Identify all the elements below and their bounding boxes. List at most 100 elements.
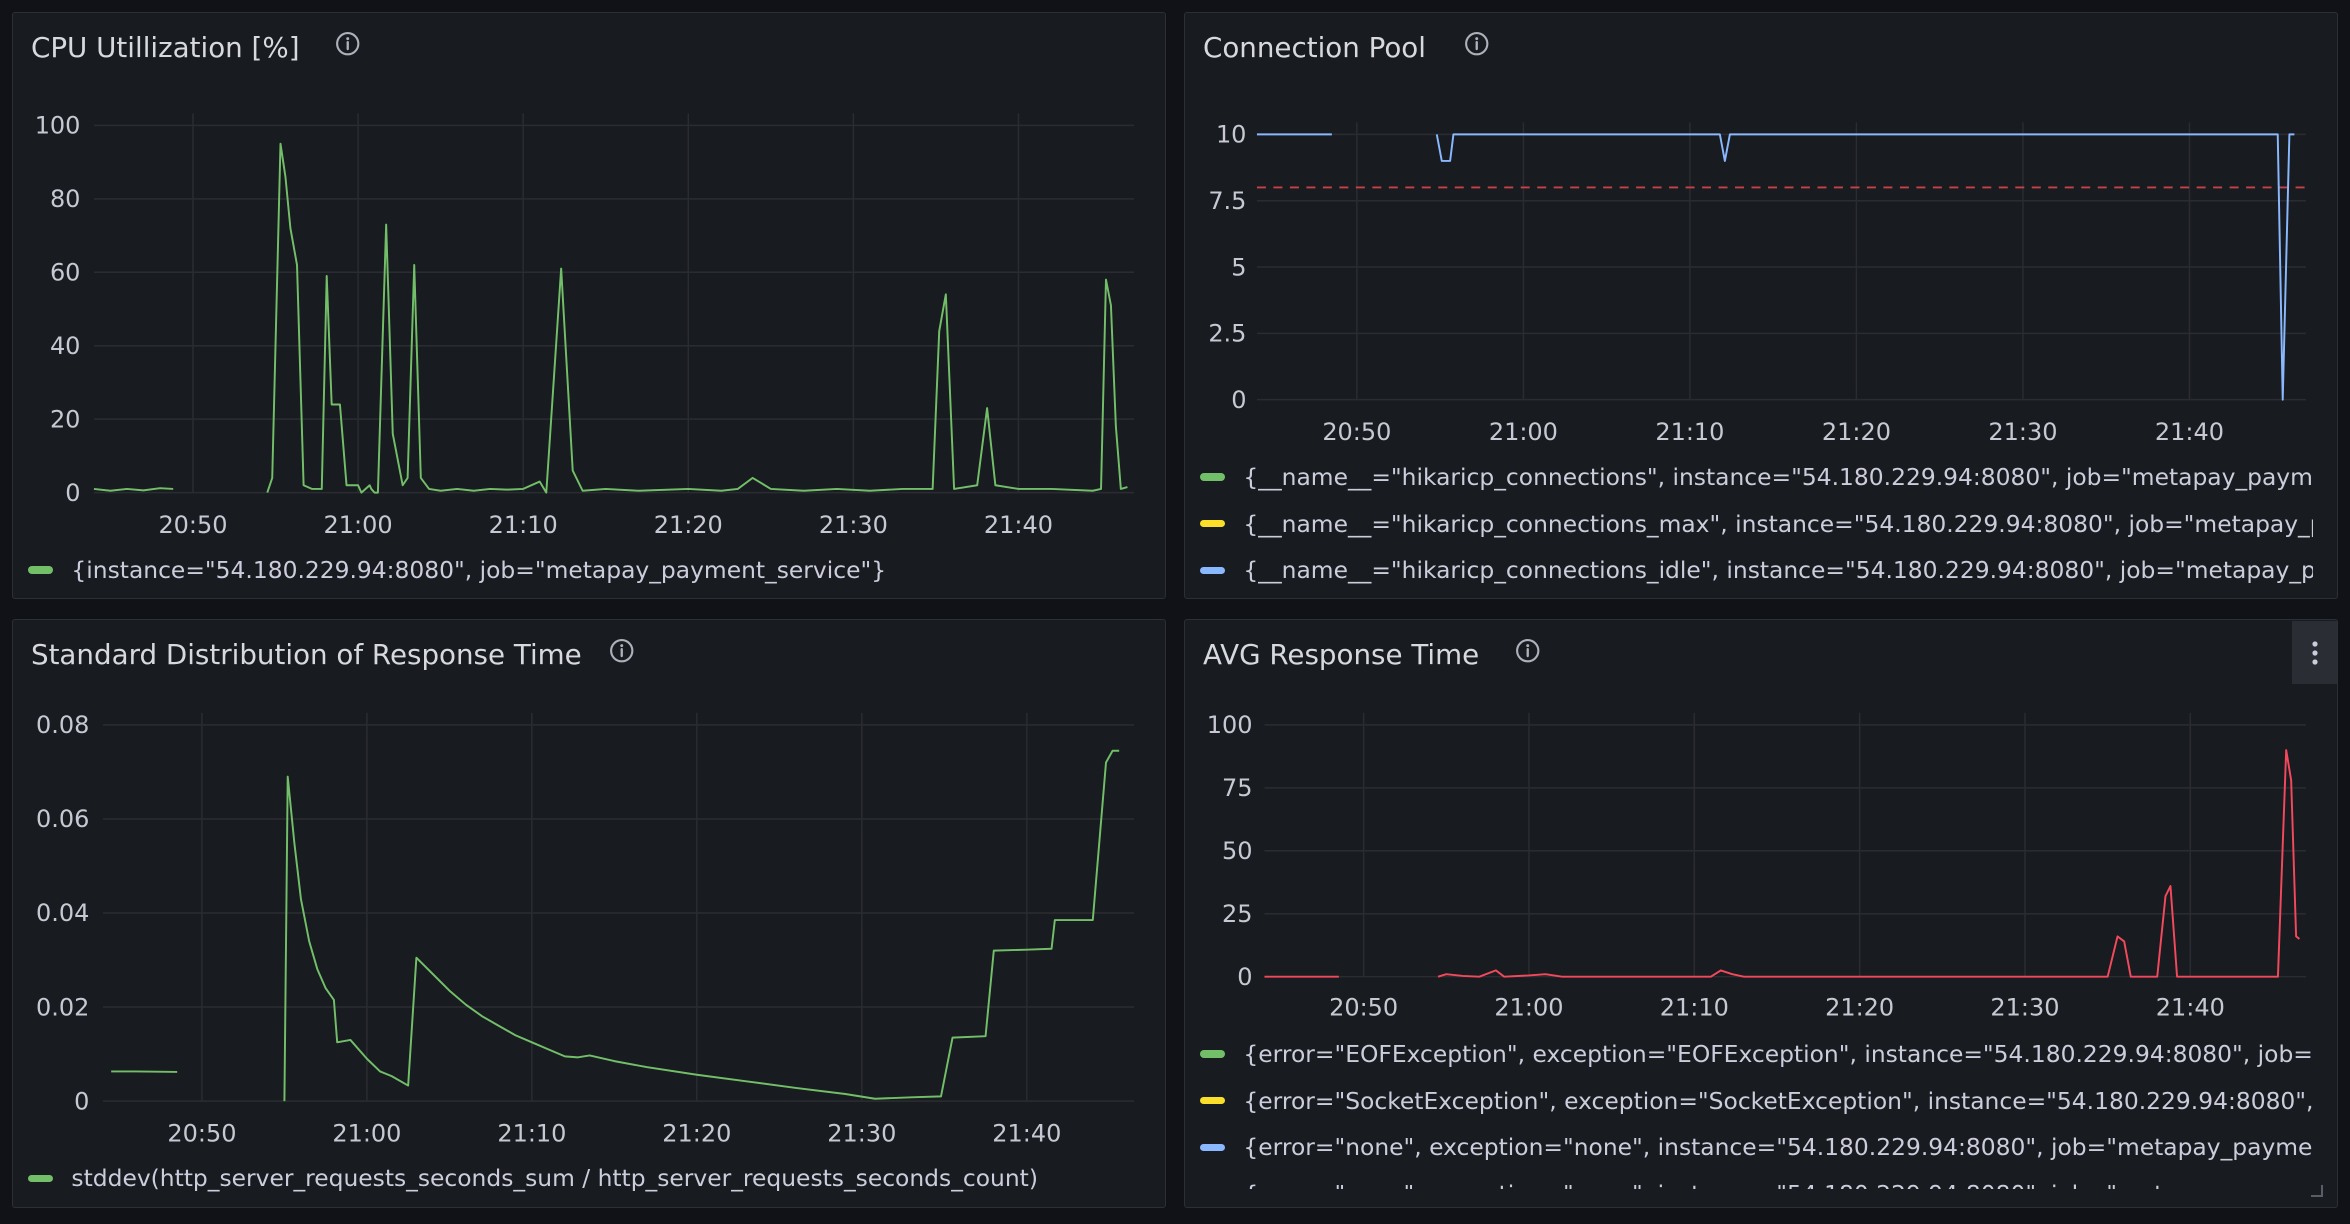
legend-label: stddev(http_server_requests_seconds_sum … xyxy=(71,1164,1038,1193)
x-tick-label: 21:30 xyxy=(1988,418,2057,446)
connection-pool-panel-title: Connection Pool xyxy=(1202,30,1426,64)
x-tick-label: 21:20 xyxy=(1822,418,1891,446)
stddev-panel-title: Standard Distribution of Response Time xyxy=(30,637,582,671)
x-tick-label: 21:40 xyxy=(2155,418,2224,446)
x-tick-label: 20:50 xyxy=(158,511,227,539)
series-color-swatch xyxy=(27,566,54,574)
legend-item[interactable]: stddev(http_server_requests_seconds_sum … xyxy=(27,1155,1141,1202)
x-tick-label: 21:00 xyxy=(1489,418,1558,446)
legend-item[interactable]: {error="EOFException", exception="EOFExc… xyxy=(1199,1031,2314,1078)
info-icon[interactable] xyxy=(1464,31,1489,56)
connection-pool-panel-header[interactable]: Connection Pool xyxy=(1185,13,2337,83)
y-tick-label: 0 xyxy=(65,479,80,507)
info-icon[interactable] xyxy=(335,31,360,56)
x-tick-label: 21:40 xyxy=(2156,994,2225,1022)
x-tick-label: 21:10 xyxy=(1660,994,1729,1022)
connection-pool-legend: {__name__="hikaricp_connections", instan… xyxy=(1199,454,2314,594)
cpu-panel-title: CPU Utillization [%] xyxy=(30,30,300,64)
legend-label: {error="EOFException", exception="EOFExc… xyxy=(1243,1039,2314,1068)
stddev-panel: Standard Distribution of Response Time 0… xyxy=(11,618,1166,1208)
legend-item[interactable]: {instance="54.180.229.94:8080", job="met… xyxy=(27,547,1141,594)
y-tick-label: 20 xyxy=(50,405,81,433)
legend-item[interactable]: {__name__="hikaricp_connections_idle", i… xyxy=(1199,547,2313,594)
info-icon[interactable] xyxy=(609,638,634,663)
y-tick-label: 0 xyxy=(1231,386,1246,414)
x-tick-label: 21:10 xyxy=(489,511,558,539)
resize-handle[interactable] xyxy=(2311,1184,2323,1197)
y-tick-label: 0 xyxy=(1237,963,1252,991)
legend-item[interactable]: {__name__="hikaricp_connections", instan… xyxy=(1199,454,2314,501)
x-tick-label: 20:50 xyxy=(1329,994,1398,1022)
series-color-swatch xyxy=(1199,1050,1226,1058)
y-tick-label: 0.08 xyxy=(36,711,89,739)
legend-label: {__name__="hikaricp_connections", instan… xyxy=(1243,462,2314,491)
legend-label: {__name__="hikaricp_connections_max", in… xyxy=(1243,509,2314,538)
avg-response-panel-title: AVG Response Time xyxy=(1202,637,1480,671)
x-tick-label: 21:30 xyxy=(827,1120,896,1148)
y-tick-label: 7.5 xyxy=(1208,187,1246,215)
legend-label: {error="none", exception="none", instanc… xyxy=(1243,1180,2313,1189)
x-tick-label: 21:00 xyxy=(332,1120,401,1148)
connection-pool-panel: Connection Pool 0 2.5 5 7.5 10 20:50 21:00 21:1… xyxy=(1183,11,2338,600)
series-line[interactable] xyxy=(266,142,1128,494)
x-tick-label: 21:00 xyxy=(324,511,393,539)
legend-item[interactable]: {error="SocketException", exception="Soc… xyxy=(1199,1077,2314,1124)
cpu-utilization-chart[interactable]: 0 20 40 60 80 100 20:50 21:00 21:10 21:20 21:30 21:… xyxy=(13,13,1166,600)
panel-menu-button[interactable] xyxy=(2292,621,2337,685)
series-line[interactable] xyxy=(1435,133,2295,401)
y-tick-label: 0.06 xyxy=(36,805,89,833)
series-color-swatch xyxy=(1199,473,1226,481)
x-tick-label: 20:50 xyxy=(1322,418,1391,446)
x-tick-label: 21:30 xyxy=(819,511,888,539)
legend-label: {instance="54.180.229.94:8080", job="met… xyxy=(71,555,887,584)
avg-response-panel-header[interactable]: AVG Response Time xyxy=(1185,620,2337,690)
stddev-panel-header[interactable]: Standard Distribution of Response Time xyxy=(13,620,1165,690)
stddev-legend: stddev(http_server_requests_seconds_sum … xyxy=(27,1155,1141,1202)
connection-pool-chart[interactable]: 0 2.5 5 7.5 10 20:50 21:00 21:10 21:20 21:30 21:40 xyxy=(1185,13,2338,600)
legend-item[interactable]: {error="none", exception="none", instanc… xyxy=(1200,1171,2313,1189)
y-tick-label: 2.5 xyxy=(1208,320,1246,348)
legend-label: {error="SocketException", exception="Soc… xyxy=(1243,1086,2314,1115)
legend-item[interactable]: {error="none", exception="none", instanc… xyxy=(1199,1124,2314,1171)
series-line[interactable] xyxy=(283,749,1120,1102)
avg-response-legend[interactable]: {error="EOFException", exception="EOFExc… xyxy=(1199,1031,2314,1189)
cpu-legend: {instance="54.180.229.94:8080", job="met… xyxy=(27,547,1141,594)
x-tick-label: 21:00 xyxy=(1494,994,1563,1022)
x-tick-label: 20:50 xyxy=(167,1120,236,1148)
y-tick-label: 75 xyxy=(1222,774,1253,802)
x-tick-label: 21:10 xyxy=(497,1120,566,1148)
y-tick-label: 100 xyxy=(1207,711,1253,739)
y-tick-label: 60 xyxy=(50,259,81,287)
cpu-panel: CPU Utillization [%] 0 20 40 60 80 100 20:50 21… xyxy=(11,11,1166,600)
y-tick-label: 0.04 xyxy=(36,899,89,927)
y-tick-label: 0 xyxy=(74,1087,89,1115)
x-tick-label: 21:40 xyxy=(992,1120,1061,1148)
y-tick-label: 0.02 xyxy=(36,993,89,1021)
y-tick-label: 80 xyxy=(50,185,81,213)
y-tick-label: 40 xyxy=(50,332,81,360)
more-vertical-icon xyxy=(2311,641,2318,665)
y-tick-label: 100 xyxy=(35,112,81,140)
x-tick-label: 21:20 xyxy=(662,1120,731,1148)
x-tick-label: 21:20 xyxy=(1825,994,1894,1022)
y-tick-label: 10 xyxy=(1216,121,1247,149)
stddev-response-time-chart[interactable]: 0 0.02 0.04 0.06 0.08 20:50 21:00 21:10 21:20 21:… xyxy=(13,620,1166,1208)
series-color-swatch xyxy=(1199,1096,1226,1105)
legend-label: {error="none", exception="none", instanc… xyxy=(1243,1133,2314,1162)
x-tick-label: 21:30 xyxy=(1990,994,2059,1022)
x-tick-label: 21:10 xyxy=(1655,418,1724,446)
y-tick-label: 25 xyxy=(1222,900,1253,928)
series-color-swatch xyxy=(27,1174,54,1183)
avg-response-time-chart[interactable]: 0 25 50 75 100 20:50 21:00 21:10 21:20 21:30 21:40 xyxy=(1185,620,2338,1208)
info-icon[interactable] xyxy=(1515,638,1540,663)
x-tick-label: 21:40 xyxy=(984,511,1053,539)
series-line[interactable] xyxy=(1437,749,2300,978)
series-color-swatch xyxy=(1199,519,1226,528)
x-tick-label: 21:20 xyxy=(654,511,723,539)
y-tick-label: 50 xyxy=(1222,837,1253,865)
avg-response-panel: AVG Response Time 0 25 50 75 100 20:50 21:00 21… xyxy=(1183,618,2338,1208)
legend-item[interactable]: {__name__="hikaricp_connections_max", in… xyxy=(1199,500,2314,547)
series-line[interactable] xyxy=(93,487,174,492)
cpu-panel-header[interactable]: CPU Utillization [%] xyxy=(13,13,1165,83)
series-color-swatch xyxy=(1199,1143,1226,1152)
